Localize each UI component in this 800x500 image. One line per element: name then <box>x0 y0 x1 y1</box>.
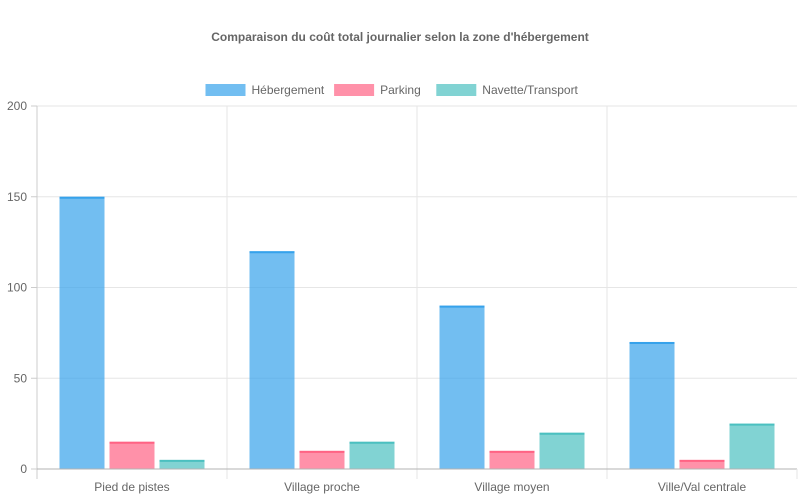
bar-navette-transport-1[interactable] <box>159 459 205 469</box>
legend-swatch-parking[interactable] <box>334 84 375 96</box>
y-tick-label: 200 <box>7 99 27 113</box>
chart-title: Comparaison du coût total journalier sel… <box>211 30 589 44</box>
chart-bars <box>59 196 775 469</box>
legend-label-parking[interactable]: Parking <box>380 83 421 97</box>
legend-label-navette-transport[interactable]: Navette/Transport <box>482 83 578 97</box>
x-tick-label: Pied de pistes <box>94 480 169 494</box>
legend-label-h-bergement[interactable]: Hébergement <box>252 83 325 97</box>
x-axis-ticks: Pied de pistes Village proche Village moye… <box>94 480 746 494</box>
bar-parking-2[interactable] <box>299 450 345 469</box>
bar-parking-3[interactable] <box>489 450 535 469</box>
chart-legend: Hébergement Parking Navette/Transport <box>205 83 579 97</box>
bar-h-bergement-1[interactable] <box>59 196 105 469</box>
x-tick-label: Village proche <box>284 480 360 494</box>
legend-swatch-navette-transport[interactable] <box>436 84 477 96</box>
bar-parking-1[interactable] <box>109 441 155 469</box>
chart-axes <box>36 106 798 479</box>
x-tick-label: Village moyen <box>474 480 549 494</box>
y-axis-ticks: 0 50 100 150 200 <box>7 99 37 476</box>
y-tick-label: 100 <box>7 281 27 295</box>
bar-navette-transport-3[interactable] <box>539 432 585 469</box>
bar-navette-transport-2[interactable] <box>349 441 395 469</box>
bar-h-bergement-4[interactable] <box>629 341 675 469</box>
legend-swatch-h-bergement[interactable] <box>205 84 246 96</box>
y-tick-label: 150 <box>7 190 27 204</box>
bar-navette-transport-4[interactable] <box>729 423 775 469</box>
chart-grid <box>37 105 797 479</box>
y-tick-label: 50 <box>14 371 28 385</box>
bar-parking-4[interactable] <box>679 459 725 469</box>
x-tick-label: Ville/Val centrale <box>658 480 747 494</box>
y-tick-label: 0 <box>20 462 27 476</box>
bar-h-bergement-3[interactable] <box>439 305 485 469</box>
bar-h-bergement-2[interactable] <box>249 251 295 469</box>
